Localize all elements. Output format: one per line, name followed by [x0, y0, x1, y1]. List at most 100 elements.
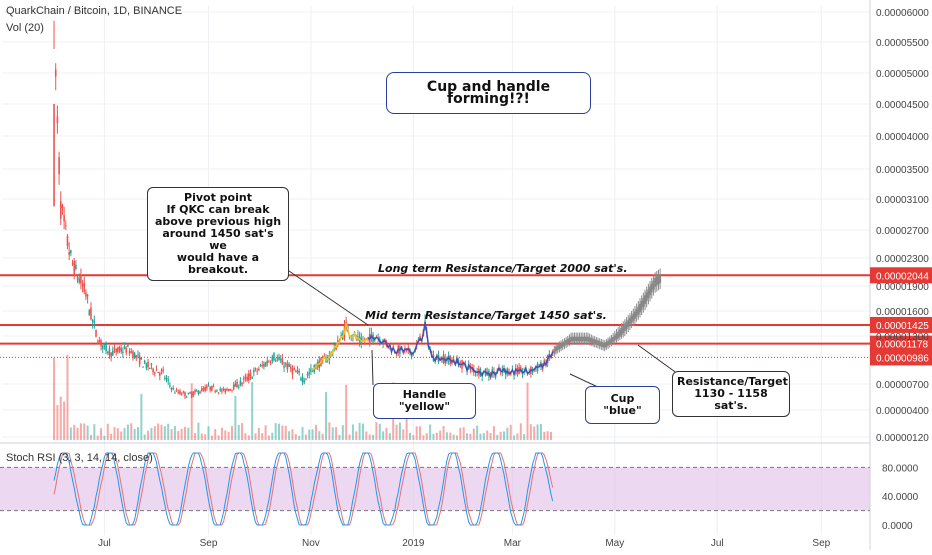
volume-bar	[261, 433, 264, 440]
candle-body	[179, 390, 181, 394]
volume-bar	[526, 382, 529, 440]
pivot-line-4: around 1450 sat's we	[162, 227, 274, 252]
candle-body	[259, 365, 262, 367]
pattern-overlays	[310, 322, 554, 379]
candle-body	[135, 355, 138, 358]
volume-bar	[533, 426, 536, 440]
time-tick-6: Jul	[711, 538, 724, 549]
volume-bar	[93, 424, 96, 440]
projection-body	[583, 336, 586, 342]
volume-bar	[351, 424, 354, 440]
handle-pointer	[371, 349, 374, 386]
candle-body	[91, 319, 94, 322]
candle-body	[222, 388, 225, 390]
candle-body	[254, 368, 257, 370]
volume-bar	[529, 424, 532, 440]
volume-bar	[311, 429, 314, 440]
candle-body	[305, 378, 307, 380]
volume-bar	[103, 435, 106, 440]
volume-bar	[251, 382, 254, 440]
candle-body	[159, 372, 161, 376]
price-axis: 0.00006000 0.00005500 0.00005000 0.00004500…	[876, 8, 929, 532]
volume-bar	[519, 423, 522, 440]
price-tick-13: 0.00000400	[876, 406, 929, 417]
projection-body	[647, 289, 650, 299]
candle-body	[83, 282, 86, 293]
volume-bar	[385, 427, 388, 440]
projection-body	[586, 336, 589, 342]
projection-body	[603, 343, 606, 348]
projection-body	[633, 311, 636, 319]
time-tick-5: May	[605, 538, 624, 549]
price-tick-7: 0.00002700	[876, 226, 929, 237]
volume-bar	[227, 431, 230, 440]
projection-body	[588, 337, 591, 343]
volume-bar	[56, 405, 59, 440]
level-tag-bg-1	[870, 316, 932, 333]
candle-body	[155, 369, 158, 371]
candle-body	[206, 386, 208, 389]
projection-body	[566, 338, 569, 344]
candle-body	[75, 264, 77, 270]
candle-body	[244, 376, 247, 378]
candle-body	[237, 386, 240, 388]
volume-bar	[301, 427, 304, 440]
candle-body	[295, 371, 297, 373]
volume-bar	[513, 435, 516, 440]
candle-body	[123, 346, 126, 349]
candle-body	[142, 366, 144, 368]
projection-body	[608, 339, 611, 345]
candle-body	[90, 307, 92, 320]
level-tag-3: 0.00000986	[876, 353, 929, 364]
projection-body	[657, 275, 660, 285]
candle-body	[177, 391, 180, 393]
candle-body	[286, 363, 289, 370]
candle-body	[103, 342, 106, 346]
candle-body	[229, 389, 232, 391]
candle-body	[283, 365, 285, 368]
candle-body	[284, 363, 287, 365]
candle-body	[170, 388, 173, 390]
projection-body	[649, 286, 652, 296]
volume-bar	[130, 423, 133, 440]
candle-body	[58, 157, 60, 175]
projection-body	[565, 340, 568, 345]
projection-body	[563, 341, 566, 346]
candle-body	[162, 369, 164, 371]
candle-body	[269, 362, 272, 364]
volume-bar	[516, 433, 519, 440]
price-tick-5: 0.00003500	[876, 165, 929, 176]
level-tag-2: 0.00001178	[876, 340, 929, 351]
volume-bar	[210, 435, 213, 440]
volume-bar	[177, 431, 180, 440]
volume-bar	[83, 423, 86, 440]
volume-bar	[214, 429, 217, 440]
projection-body	[627, 319, 630, 327]
volume-bar	[412, 435, 415, 440]
volume-bar	[546, 431, 549, 440]
volume-bar	[237, 424, 240, 440]
candle-body	[219, 388, 222, 391]
volume-bar	[291, 429, 294, 440]
mid-term-label: Mid term Resistance/Target 1450 sat's.	[365, 309, 607, 322]
candle-body	[85, 292, 87, 297]
candle-body	[209, 386, 211, 390]
candle-body	[164, 377, 166, 379]
candle-body	[175, 389, 178, 391]
volume-bar	[502, 431, 505, 440]
candle-body	[59, 201, 62, 219]
candle-body	[56, 116, 59, 124]
candle-body	[256, 370, 258, 372]
time-tick-1: Sep	[200, 538, 218, 549]
candle-body	[76, 277, 79, 280]
volume-bar	[190, 383, 193, 440]
volume-bar	[257, 427, 260, 440]
projection-body	[613, 335, 616, 341]
volume-bar	[422, 435, 425, 440]
level-tag-bg-0	[870, 267, 932, 284]
candle-body	[93, 321, 96, 323]
projection-body	[640, 300, 643, 310]
handle-yellow-line	[310, 322, 369, 371]
volume-bar	[73, 424, 76, 440]
projection-body	[607, 340, 610, 346]
